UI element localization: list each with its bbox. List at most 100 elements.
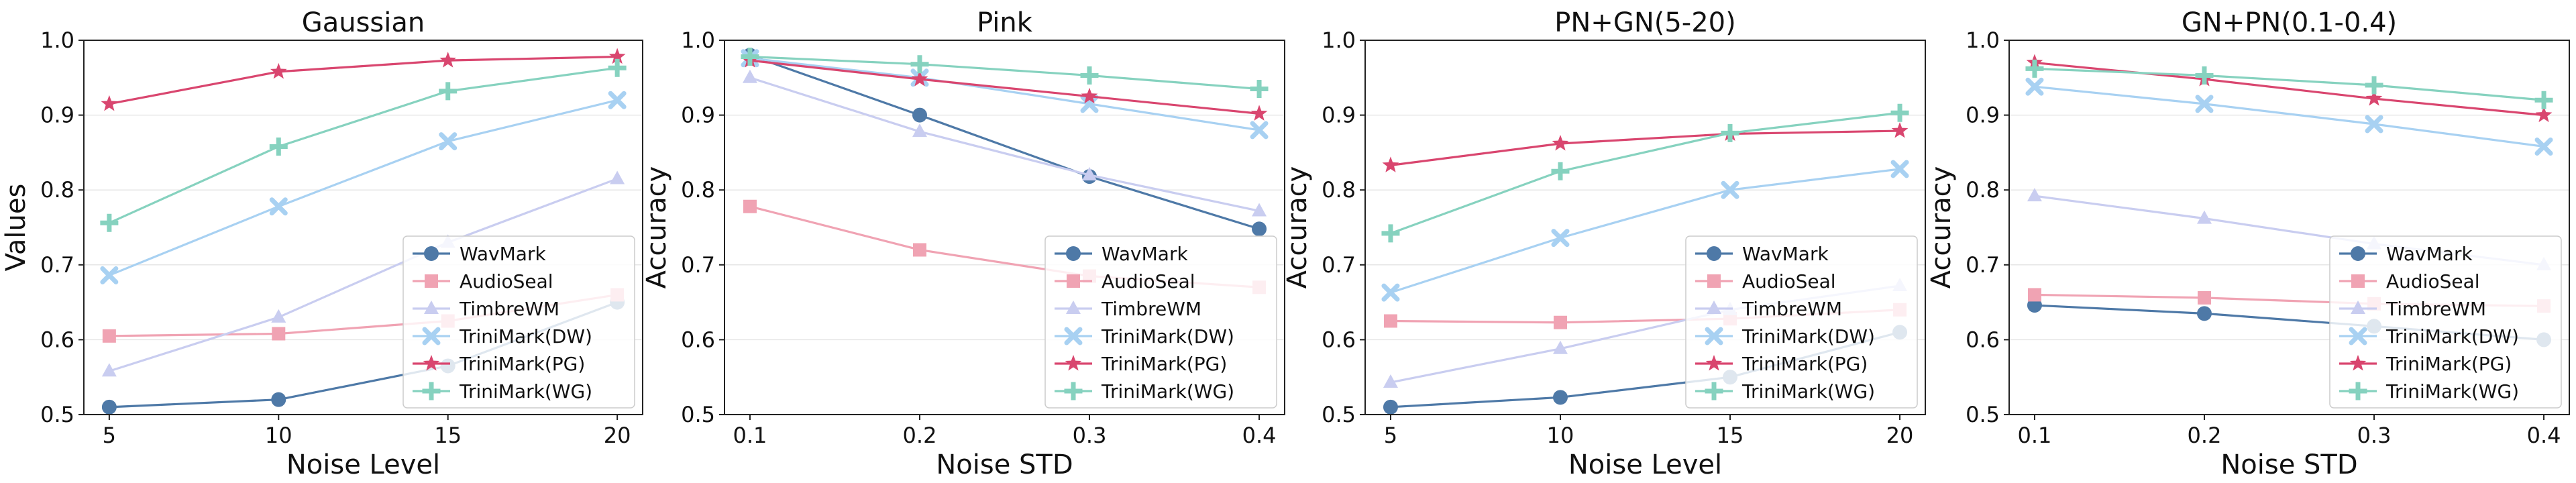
legend-label: TriniMark(WG) [2385, 380, 2519, 402]
legend-item: TimbreWM [2339, 298, 2486, 320]
data-point [1252, 203, 1267, 217]
y-tick-label: 0.6 [1966, 327, 2000, 352]
legend-label: TimbreWM [459, 298, 559, 320]
legend-label: TriniMark(PG) [2385, 353, 2512, 375]
panel-3: 0.5 0.6 0.7 0.8 0.9 1.0 5 10 15 20 PN+GN(5-20) Nois… [1282, 7, 1926, 480]
legend-marker [1064, 327, 1083, 345]
legend-marker [1066, 301, 1081, 314]
data-point [1383, 314, 1397, 328]
panel-1: 0.5 0.6 0.7 0.8 0.9 1.0 5 10 15 20 Gaussian Noise L… [1, 7, 643, 480]
legend-marker [2349, 355, 2367, 371]
plot-frame [724, 40, 1285, 415]
x-tick-label: 0.3 [2357, 423, 2392, 448]
series-trinimark-pg- [741, 52, 1268, 121]
series-trinimark-pg- [101, 48, 626, 111]
legend-box [402, 235, 635, 409]
y-tick-label: 0.6 [40, 327, 74, 352]
series-line [2034, 85, 2544, 148]
legend-item: TriniMark(WG) [413, 380, 592, 402]
x-tick-label: 0.1 [733, 423, 767, 448]
legend-marker [1066, 246, 1081, 261]
legend-marker [1065, 355, 1082, 371]
legend-item: AudioSeal [2339, 270, 2480, 292]
y-tick-label: 0.8 [1966, 177, 2000, 203]
data-point [2197, 290, 2211, 305]
data-point [269, 137, 288, 156]
legend: WavMark AudioSeal TimbreWM TriniMark(DW) Tri… [1685, 235, 1918, 409]
legend-item: TriniMark(PG) [1055, 353, 1227, 375]
x-tick-label: 0.1 [2018, 423, 2052, 448]
legend-marker [424, 301, 439, 314]
data-point [100, 213, 119, 232]
data-point [608, 58, 627, 77]
data-point [2027, 188, 2042, 202]
series-line [109, 66, 618, 224]
data-point [1552, 135, 1569, 151]
data-point [439, 82, 458, 101]
series-trinimark-dw- [741, 49, 1269, 140]
series-line [749, 76, 1260, 213]
data-point [2025, 59, 2044, 78]
data-point [1250, 121, 1269, 140]
legend-marker [1705, 382, 1723, 400]
legend-label: TriniMark(DW) [1741, 325, 1875, 347]
data-point [271, 392, 286, 407]
legend-item: AudioSeal [413, 270, 553, 292]
data-point [1082, 166, 1097, 180]
series-trinimark-dw- [1381, 160, 1909, 302]
data-point [100, 266, 119, 284]
series-trinimark-wg- [1381, 103, 1909, 243]
x-tick-label: 15 [434, 423, 462, 448]
plot-frame [2008, 40, 2570, 415]
legend-label: WavMark [1742, 243, 1829, 265]
data-point [1890, 160, 1909, 178]
data-point [912, 107, 927, 123]
data-point [1381, 283, 1400, 302]
data-point [1891, 122, 1909, 138]
data-point [1081, 87, 1098, 104]
legend-label: TriniMark(PG) [1741, 353, 1868, 375]
series-trinimark-dw- [100, 91, 627, 284]
x-tick-label: 0.4 [2527, 423, 2561, 448]
series-timbrewm [742, 69, 1267, 217]
legend-label: TriniMark(WG) [1101, 380, 1234, 402]
legend: WavMark AudioSeal TimbreWM TriniMark(DW) Tri… [402, 235, 635, 409]
data-point [2534, 137, 2553, 156]
legend-label: WavMark [460, 243, 546, 265]
y-tick-label: 0.9 [1966, 103, 2000, 128]
legend-item: WavMark [1695, 243, 1829, 265]
data-point [439, 52, 457, 68]
series-trinimark-pg- [2026, 54, 2553, 123]
legend-marker [1707, 246, 1721, 261]
legend-label: AudioSeal [2386, 270, 2480, 292]
series-trinimark-wg- [741, 48, 1269, 99]
y-tick-label: 0.7 [681, 252, 715, 278]
series-line [749, 57, 1260, 131]
y-tick-label: 0.9 [1322, 103, 1356, 128]
legend-marker [1064, 382, 1083, 400]
data-point [269, 197, 288, 216]
y-axis-label: Values [1, 184, 32, 272]
data-point [2365, 115, 2383, 133]
y-tick-label: 1.0 [40, 28, 74, 53]
series-line [749, 55, 1260, 91]
data-point [2195, 66, 2214, 85]
legend-item: WavMark [2339, 243, 2473, 265]
data-point [741, 48, 759, 66]
data-point [2534, 91, 2553, 109]
legend-label: TriniMark(WG) [459, 380, 592, 402]
legend: WavMark AudioSeal TimbreWM TriniMark(DW) Tri… [1044, 235, 1277, 409]
legend-marker [2351, 274, 2365, 288]
legend-label: WavMark [1102, 243, 1188, 265]
y-tick-label: 0.9 [40, 103, 74, 128]
legend-marker [2349, 327, 2367, 345]
legend-item: TimbreWM [1695, 298, 1842, 320]
data-point [272, 327, 286, 341]
plot-frame [1364, 40, 1926, 415]
y-tick-label: 0.8 [681, 177, 715, 203]
data-point [2365, 76, 2383, 95]
y-tick-label: 0.5 [1966, 402, 2000, 427]
y-tick-label: 0.7 [1322, 252, 1356, 278]
data-point [2027, 288, 2041, 302]
